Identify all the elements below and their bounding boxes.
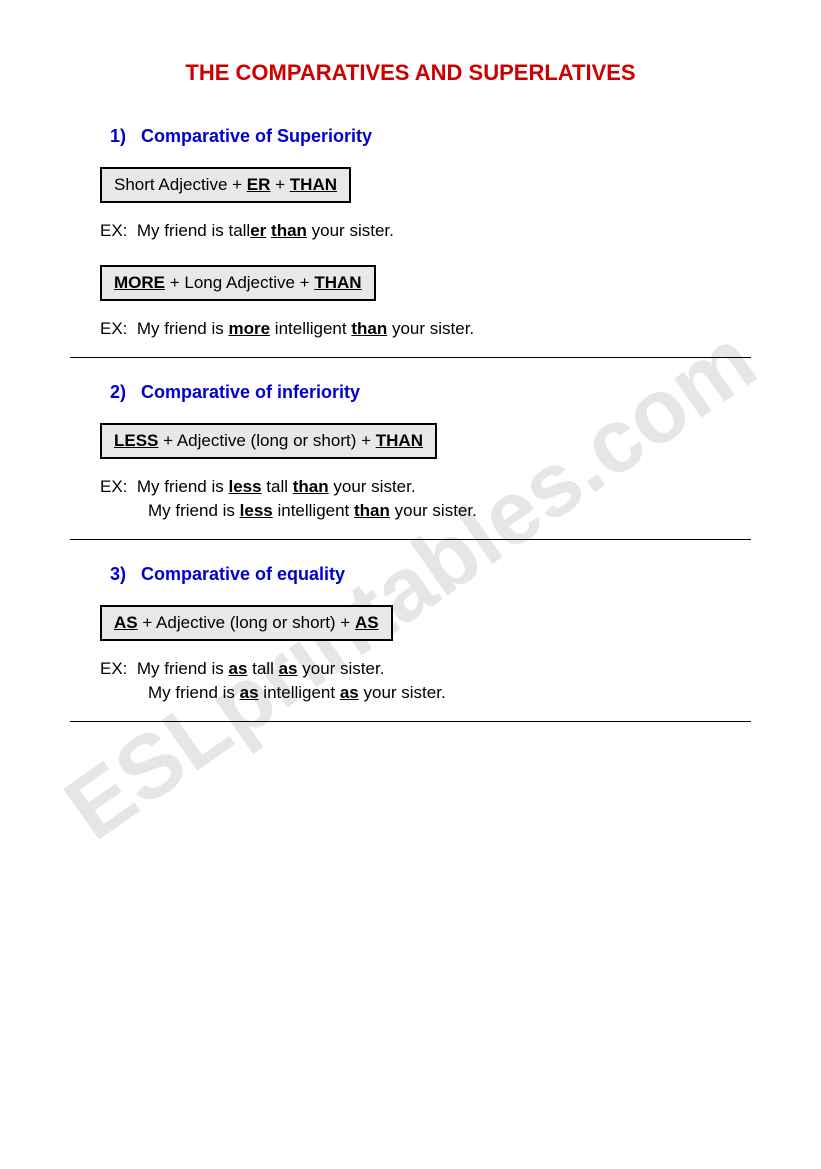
- rule-box-1b: MORE + Long Adjective + THAN: [100, 265, 376, 301]
- example-3b: My friend is as intelligent as your sist…: [148, 683, 741, 703]
- example-keyword: than: [293, 477, 329, 496]
- example-text: EX: My friend is: [100, 659, 228, 678]
- rule-text: Short Adjective +: [114, 175, 247, 194]
- section-divider: [70, 357, 751, 358]
- example-text: your sister.: [359, 683, 446, 702]
- example-text: intelligent: [259, 683, 340, 702]
- section-heading-2: 2) Comparative of inferiority: [110, 382, 741, 403]
- rule-keyword: THAN: [376, 431, 423, 450]
- example-keyword: er: [250, 221, 266, 240]
- page-title: THE COMPARATIVES AND SUPERLATIVES: [80, 60, 741, 86]
- example-text: your sister.: [387, 319, 474, 338]
- rule-text: + Adjective (long or short) +: [158, 431, 375, 450]
- document-page: THE COMPARATIVES AND SUPERLATIVES 1) Com…: [0, 0, 821, 722]
- example-text: intelligent: [273, 501, 354, 520]
- rule-keyword: THAN: [290, 175, 337, 194]
- rule-text: +: [270, 175, 289, 194]
- example-keyword: as: [279, 659, 298, 678]
- rule-box-1a: Short Adjective + ER + THAN: [100, 167, 351, 203]
- example-1a: EX: My friend is taller than your sister…: [100, 221, 741, 241]
- rule-box-2: LESS + Adjective (long or short) + THAN: [100, 423, 437, 459]
- example-text: your sister.: [390, 501, 477, 520]
- example-text: My friend is: [148, 501, 240, 520]
- example-keyword: than: [271, 221, 307, 240]
- example-text: tall: [262, 477, 293, 496]
- rule-keyword: MORE: [114, 273, 165, 292]
- example-text: EX: My friend is: [100, 477, 228, 496]
- example-text: your sister.: [307, 221, 394, 240]
- example-3a: EX: My friend is as tall as your sister.: [100, 659, 741, 679]
- example-text: EX: My friend is tall: [100, 221, 250, 240]
- example-text: My friend is: [148, 683, 240, 702]
- section-divider: [70, 539, 751, 540]
- rule-keyword: AS: [114, 613, 138, 632]
- example-keyword: less: [228, 477, 261, 496]
- example-2a: EX: My friend is less tall than your sis…: [100, 477, 741, 497]
- section-heading-1: 1) Comparative of Superiority: [110, 126, 741, 147]
- example-2b: My friend is less intelligent than your …: [148, 501, 741, 521]
- rule-box-3: AS + Adjective (long or short) + AS: [100, 605, 393, 641]
- example-text: your sister.: [298, 659, 385, 678]
- example-keyword: more: [228, 319, 270, 338]
- example-keyword: as: [228, 659, 247, 678]
- example-text: EX: My friend is: [100, 319, 228, 338]
- example-text: intelligent: [270, 319, 351, 338]
- example-keyword: as: [240, 683, 259, 702]
- example-keyword: as: [340, 683, 359, 702]
- example-1b: EX: My friend is more intelligent than y…: [100, 319, 741, 339]
- example-keyword: than: [351, 319, 387, 338]
- rule-keyword: LESS: [114, 431, 158, 450]
- example-text: tall: [247, 659, 278, 678]
- example-keyword: than: [354, 501, 390, 520]
- rule-text: + Adjective (long or short) +: [138, 613, 355, 632]
- rule-keyword: AS: [355, 613, 379, 632]
- section-divider: [70, 721, 751, 722]
- rule-keyword: ER: [247, 175, 271, 194]
- rule-keyword: THAN: [314, 273, 361, 292]
- example-keyword: less: [240, 501, 273, 520]
- rule-text: + Long Adjective +: [165, 273, 314, 292]
- example-text: your sister.: [329, 477, 416, 496]
- section-heading-3: 3) Comparative of equality: [110, 564, 741, 585]
